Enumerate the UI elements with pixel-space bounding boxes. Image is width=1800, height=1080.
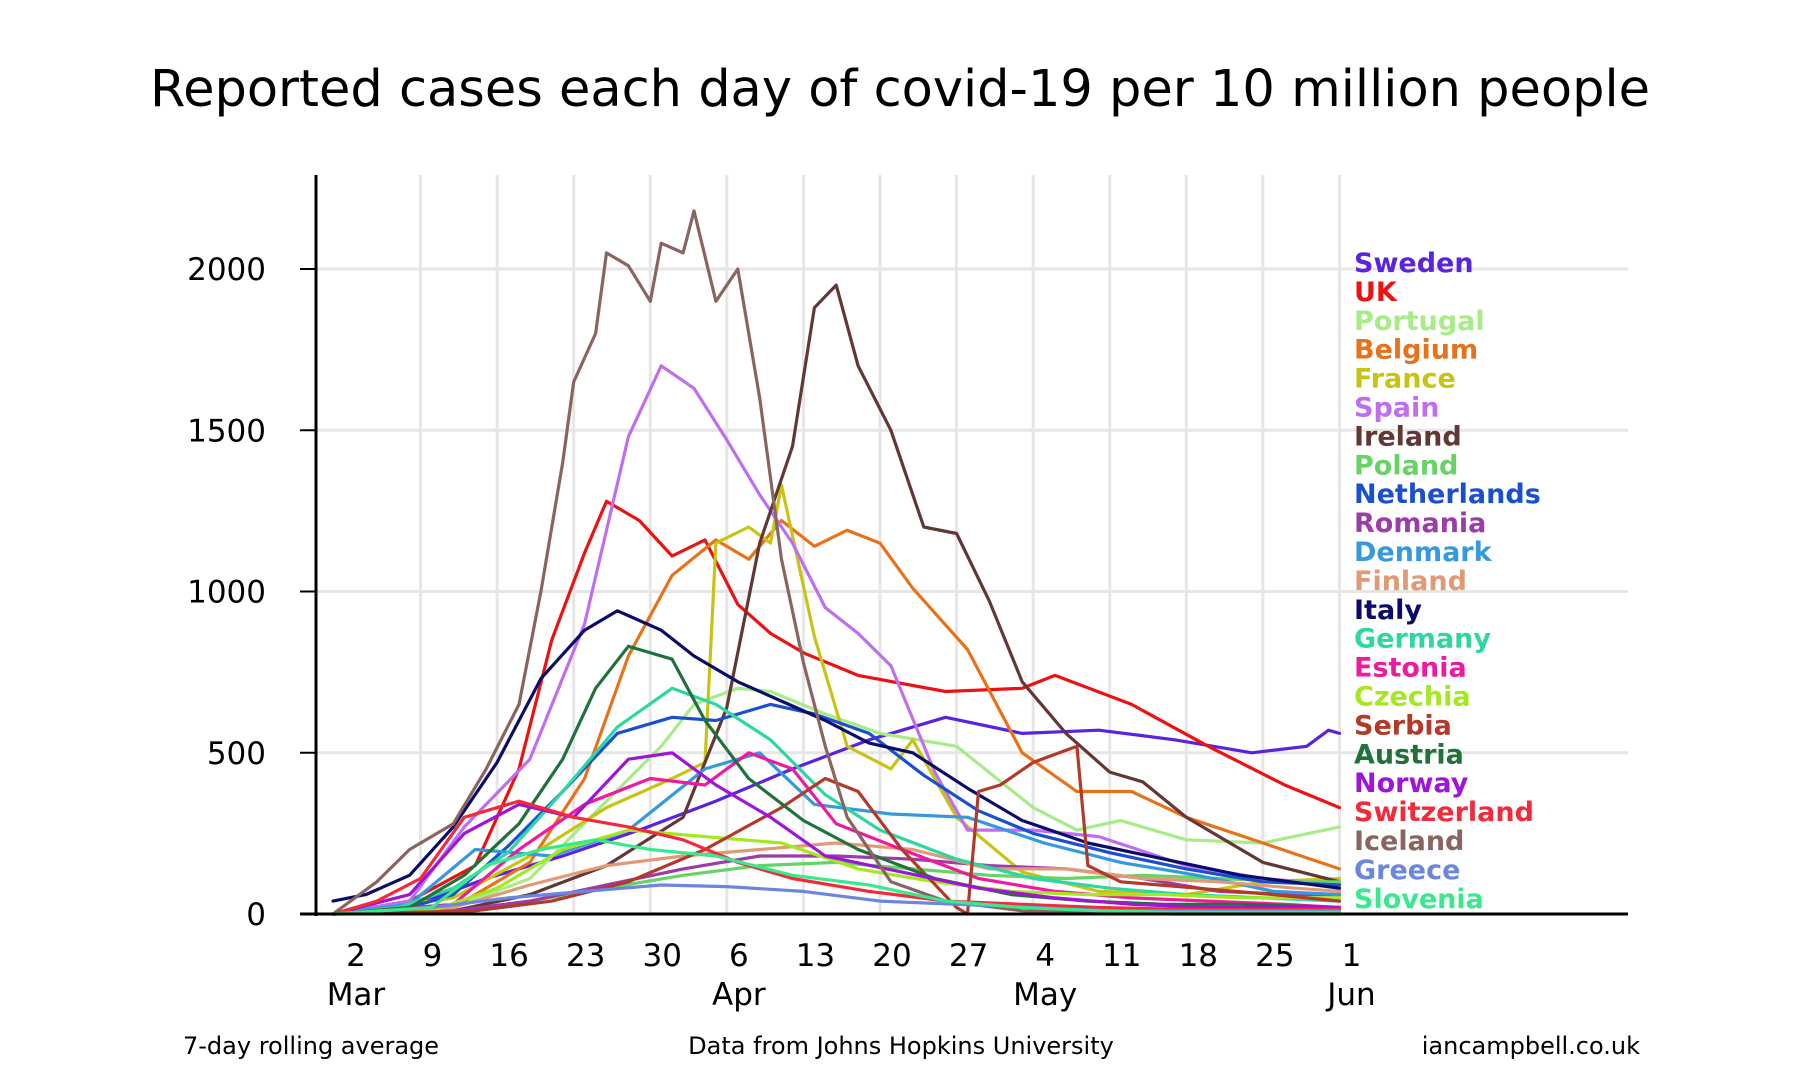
legend-entry-sweden: Sweden	[1354, 248, 1474, 279]
series-line-uk	[331, 499, 1342, 916]
legend-entry-spain: Spain	[1354, 393, 1439, 424]
legend-entry-denmark: Denmark	[1354, 537, 1493, 568]
x-tick-label: 18	[1179, 938, 1218, 974]
x-month-label: May	[1013, 977, 1077, 1013]
legend-entry-slovenia: Slovenia	[1354, 884, 1484, 915]
x-tick-label: 16	[489, 938, 528, 974]
legend-entry-belgium: Belgium	[1354, 335, 1478, 366]
x-tick-label: 1	[1342, 938, 1362, 974]
series-line-netherlands	[331, 702, 1342, 916]
x-tick-label: 30	[643, 938, 682, 974]
legend-entry-portugal: Portugal	[1354, 306, 1485, 337]
y-tick-label: 0	[246, 897, 266, 933]
series-line-denmark	[331, 751, 1342, 916]
x-month-label: Mar	[327, 977, 386, 1013]
series-line-italy	[331, 609, 1342, 903]
legend-entry-netherlands: Netherlands	[1354, 479, 1541, 510]
x-tick-label: 13	[796, 938, 835, 974]
footer-center: Data from Johns Hopkins University	[688, 1032, 1114, 1060]
legend-entry-austria: Austria	[1354, 739, 1464, 770]
x-tick-label: 6	[729, 938, 749, 974]
y-tick-labels: 0 500 1000 1500 2000	[187, 252, 266, 933]
footer-right: iancampbell.co.uk	[1422, 1032, 1640, 1060]
axes	[300, 175, 1628, 916]
y-tick-label: 1000	[187, 575, 266, 611]
y-tick-label: 1500	[187, 413, 266, 449]
legend-entry-norway: Norway	[1354, 768, 1469, 799]
legend-entry-poland: Poland	[1354, 450, 1458, 481]
legend-entry-czechia: Czechia	[1354, 682, 1471, 713]
legend-entry-germany: Germany	[1354, 624, 1491, 655]
x-tick-label: 9	[423, 938, 443, 974]
legend-entry-estonia: Estonia	[1354, 653, 1467, 684]
legend-entry-romania: Romania	[1354, 508, 1486, 539]
series-line-serbia	[331, 744, 1342, 916]
x-tick-label: 4	[1035, 938, 1055, 974]
y-tick-label: 2000	[187, 252, 266, 288]
legend-entry-greece: Greece	[1354, 855, 1460, 886]
x-tick-label: 2	[346, 938, 366, 974]
legend-entry-ireland: Ireland	[1354, 421, 1462, 452]
x-tick-label: 11	[1102, 938, 1141, 974]
x-month-label: Jun	[1325, 977, 1375, 1013]
series-line-portugal	[331, 686, 1342, 916]
series-line-slovenia	[331, 838, 1342, 916]
legend: SwedenUKPortugalBelgiumFranceSpainIrelan…	[1354, 248, 1541, 915]
series-line-france	[331, 483, 1342, 916]
legend-entry-switzerland: Switzerland	[1354, 797, 1534, 828]
x-tick-label: 20	[872, 938, 911, 974]
legend-entry-uk: UK	[1354, 277, 1398, 308]
footer-left: 7-day rolling average	[183, 1032, 439, 1060]
legend-entry-serbia: Serbia	[1354, 710, 1452, 741]
legend-entry-france: France	[1354, 364, 1456, 395]
x-tick-label: 23	[566, 938, 605, 974]
series-line-switzerland	[331, 799, 1342, 916]
series-line-norway	[331, 751, 1342, 916]
x-month-label: Apr	[712, 977, 766, 1013]
chart-title: Reported cases each day of covid-19 per …	[150, 60, 1650, 119]
series-line-iceland	[331, 209, 1342, 916]
legend-entry-iceland: Iceland	[1354, 826, 1464, 857]
series-line-ireland	[331, 283, 1342, 916]
x-tick-label: 27	[949, 938, 988, 974]
x-tick-label: 25	[1255, 938, 1294, 974]
legend-entry-finland: Finland	[1354, 566, 1467, 597]
series-line-finland	[331, 841, 1342, 916]
series-line-spain	[331, 364, 1342, 916]
series-line-czechia	[331, 828, 1342, 916]
series-line-estonia	[331, 751, 1342, 916]
y-tick-label: 500	[207, 736, 266, 772]
series-group	[331, 209, 1342, 916]
legend-entry-italy: Italy	[1354, 595, 1422, 626]
